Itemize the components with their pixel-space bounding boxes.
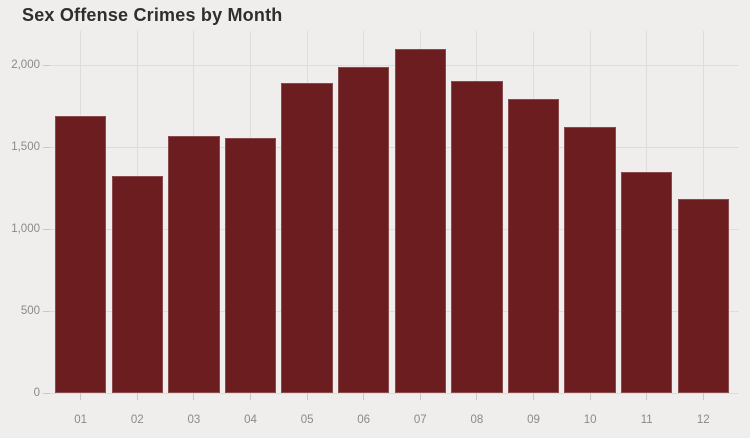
x-axis-tick: [702, 393, 704, 400]
y-tick-label: 1,000: [11, 223, 40, 235]
x-axis-tick: [80, 393, 82, 400]
bar-month-07: [394, 48, 447, 393]
x-tick-label: 06: [357, 414, 371, 426]
x-tick-label: 04: [244, 414, 257, 426]
bar-month-09: [507, 99, 560, 393]
y-tick-label: 500: [20, 305, 40, 317]
x-tick-label: 10: [583, 414, 597, 426]
x-axis-tick: [476, 393, 478, 400]
x-tick-label: 08: [470, 414, 484, 426]
x-tick-label: 09: [527, 414, 540, 426]
x-tick-label: 12: [696, 414, 710, 426]
x-tick-label: 11: [640, 414, 653, 426]
bar-month-04: [224, 137, 277, 393]
x-axis-tick: [250, 393, 251, 400]
x-tick-label: 01: [74, 414, 88, 426]
x-axis-tick: [533, 393, 534, 400]
x-axis-tick: [193, 393, 195, 400]
y-axis-tick: [43, 64, 50, 66]
h-gridline: [50, 392, 739, 394]
x-tick-label: 03: [187, 414, 201, 426]
bar-month-03: [168, 135, 220, 393]
bar-month-01: [54, 115, 107, 393]
x-tick-label: 02: [130, 414, 144, 426]
y-axis-tick: [43, 146, 50, 148]
x-tick-label: 07: [413, 414, 427, 426]
y-tick-label: 0: [33, 387, 40, 399]
x-tick-label: 05: [300, 414, 314, 426]
y-axis-tick: [43, 228, 50, 230]
bar-month-06: [337, 66, 390, 393]
y-tick-label: 1,500: [11, 141, 40, 153]
x-axis-tick: [589, 393, 591, 400]
bar-month-05: [281, 83, 333, 393]
bar-month-11: [620, 171, 673, 393]
x-axis-tick: [306, 393, 308, 400]
x-axis-tick: [646, 393, 648, 400]
x-axis-tick: [136, 393, 138, 400]
y-axis-tick: [43, 310, 50, 312]
bar-month-08: [451, 81, 503, 393]
bar-month-12: [677, 199, 730, 393]
bar-month-10: [564, 127, 616, 393]
bar-month-02: [111, 175, 164, 393]
x-axis-tick: [363, 393, 365, 400]
chart-title: Sex Offense Crimes by Month: [22, 5, 283, 25]
y-axis-tick: [43, 392, 50, 394]
y-tick-label: 2,000: [11, 59, 40, 71]
x-axis-tick: [419, 393, 421, 400]
